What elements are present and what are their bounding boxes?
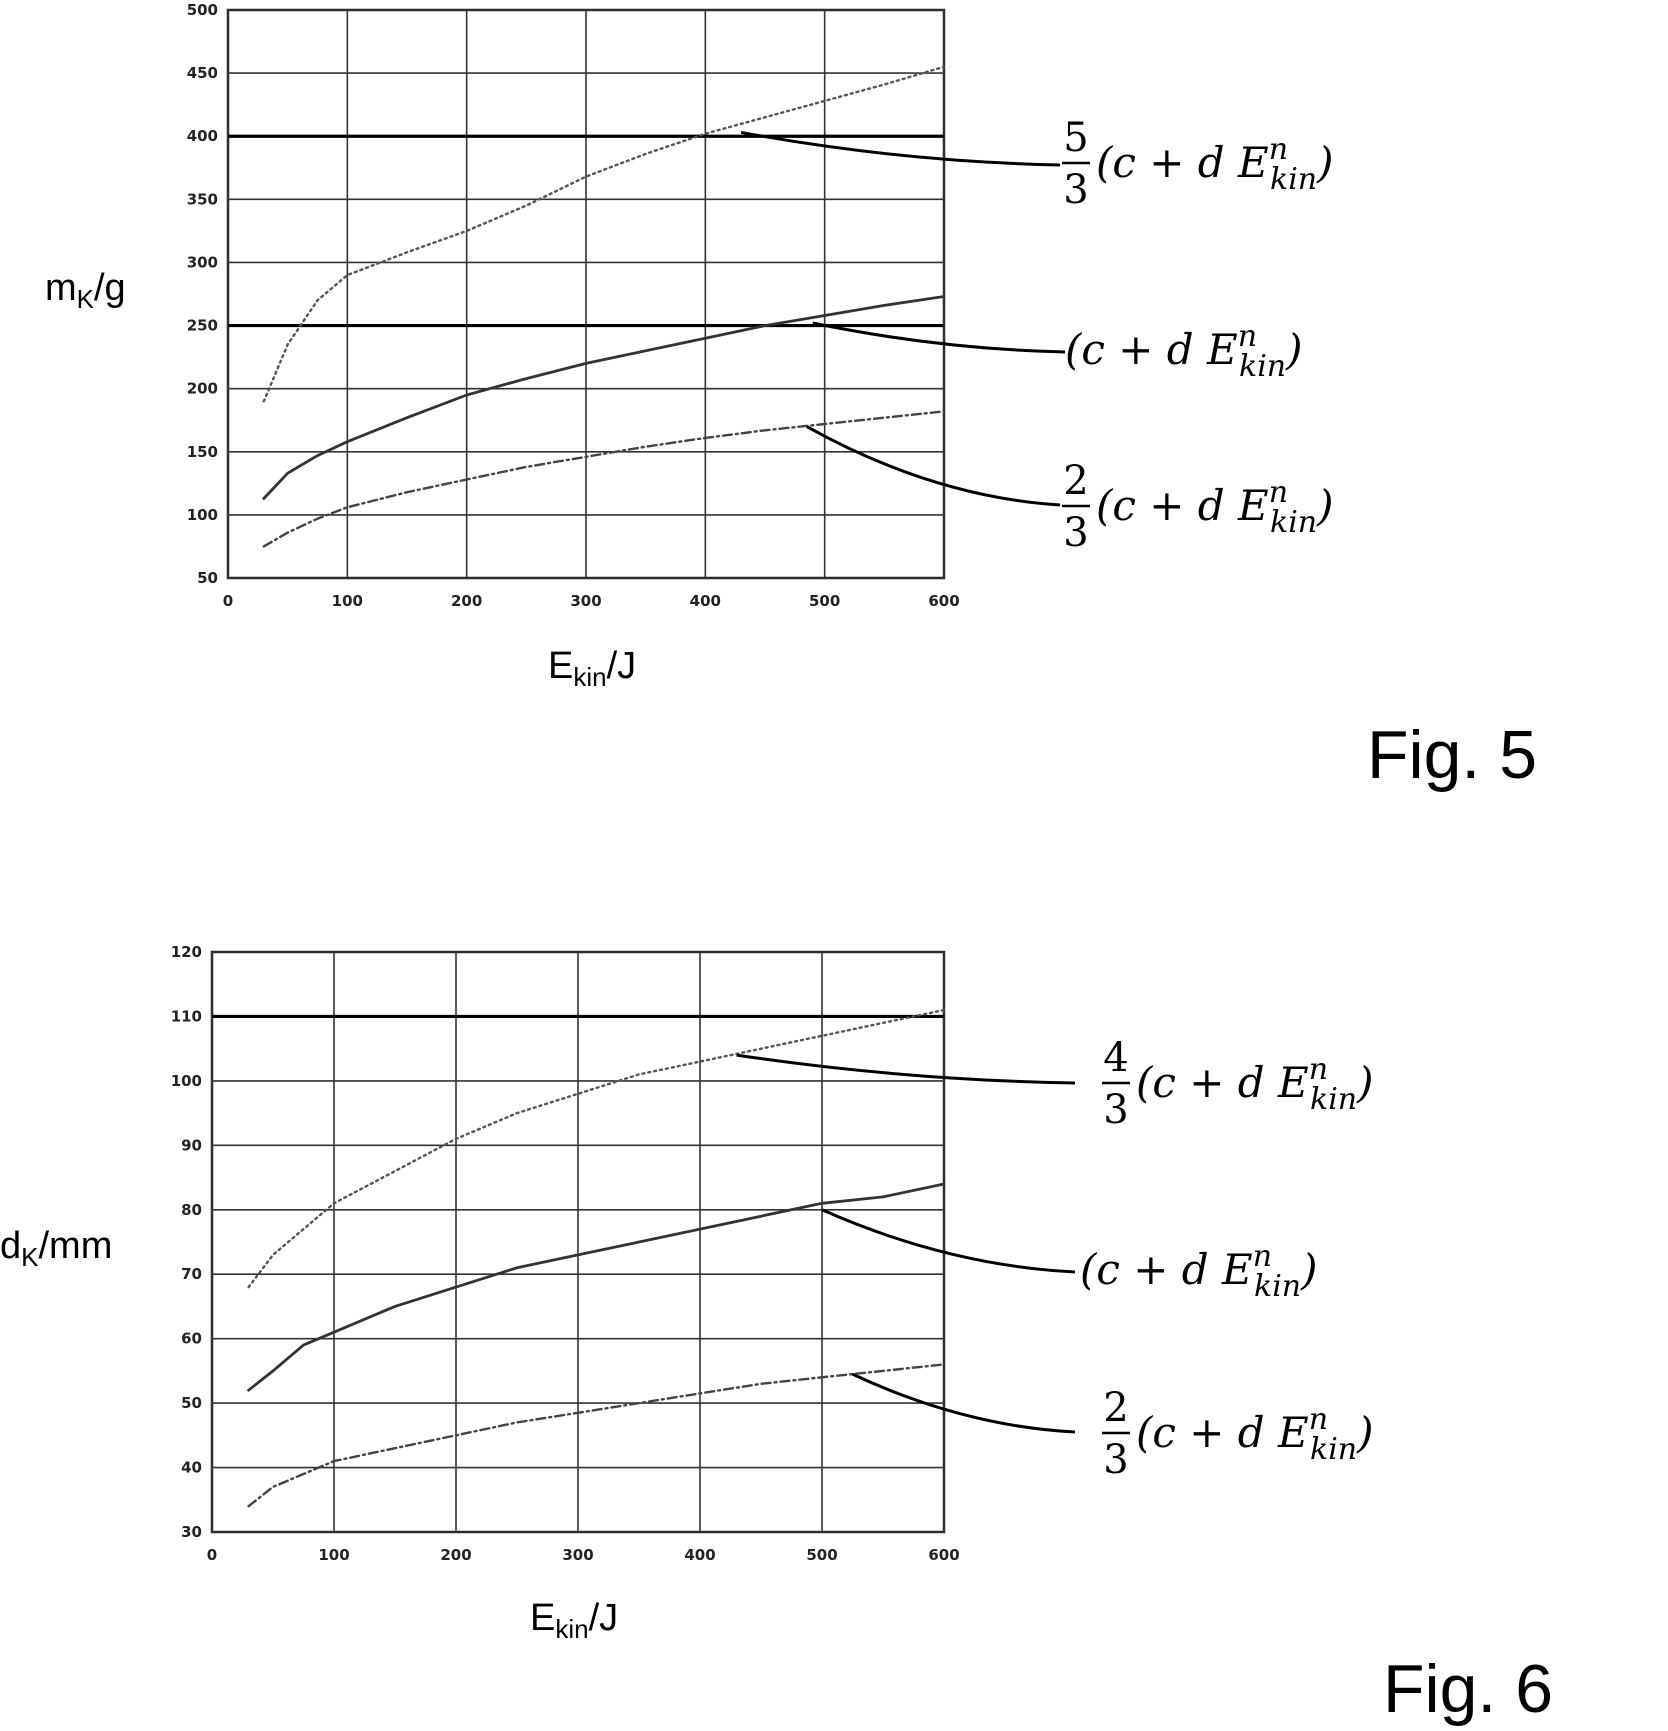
annotation-formula: (c + d En kin) [1136,1402,1374,1467]
x-tick-label: 600 [928,1546,959,1564]
y-tick-label: 120 [171,943,202,961]
annotation-formula: (c + d En kin) [1096,132,1334,197]
y-tick-label: 50 [197,569,218,587]
y-tick-label: 450 [187,64,218,82]
y-tick-label: 500 [187,1,218,19]
annotation-fraction-numerator: 4 [1103,1035,1128,1081]
y-tick-label: 250 [187,317,218,335]
y-tick-label: 80 [181,1201,202,1219]
x-axis-label: Ekin/J [548,645,636,692]
y-tick-label: 60 [181,1330,202,1348]
y-axis-label: dK/mm [0,1225,112,1272]
y-tick-label: 300 [187,253,218,271]
annotation-fraction-denominator: 3 [1063,167,1088,213]
annotation-fraction-numerator: 5 [1063,115,1088,161]
series-line-dash-dot [262,410,946,548]
y-tick-label: 350 [187,190,218,208]
series-line-dash-dot [247,1363,946,1508]
annotation-leader-line [806,425,1061,507]
x-tick-label: 400 [690,592,721,610]
series-line-dotted [247,1008,946,1289]
annotation-leader-line [812,321,1066,354]
series-line-solid [247,1182,946,1392]
annotation-fraction-denominator: 3 [1103,1087,1128,1133]
y-tick-label: 70 [181,1265,202,1283]
annotation-leader-line [740,130,1061,167]
x-axis-label: Ekin/J [530,1597,618,1644]
fig6-chart: 0 100 200 300 400 500 600 30 40 50 60 70 80 90 100 110 1… [0,943,1553,1727]
x-tick-label: 0 [207,1546,217,1564]
y-tick-label: 200 [187,380,218,398]
annotation-formula: (c + d En kin) [1136,1052,1374,1117]
y-tick-label: 30 [181,1523,202,1541]
y-tick-label: 110 [171,1007,202,1025]
y-tick-label: 150 [187,443,218,461]
x-tick-label: 300 [562,1546,593,1564]
annotation-leader-line [851,1372,1076,1434]
x-tick-label: 600 [928,592,959,610]
y-tick-label: 400 [187,127,218,145]
x-tick-label: 100 [318,1546,349,1564]
x-tick-label: 300 [570,592,601,610]
y-tick-label: 90 [181,1136,202,1154]
x-tick-label: 500 [809,592,840,610]
y-axis-label: mK/g [45,267,126,314]
y-tick-label: 100 [187,506,218,524]
y-tick-label: 40 [181,1459,202,1477]
x-tick-label: 500 [806,1546,837,1564]
annotation-fraction-denominator: 3 [1063,510,1088,556]
y-tick-label: 100 [171,1072,202,1090]
annotation-formula: (c + d En kin) [1065,319,1303,384]
annotation-leader-line [736,1053,1076,1085]
annotation-leader-line [821,1208,1076,1274]
series-line-dotted [262,65,946,403]
x-tick-label: 400 [684,1546,715,1564]
y-tick-label: 50 [181,1394,202,1412]
figure-label: Fig. 6 [1383,1651,1553,1727]
x-tick-label: 200 [440,1546,471,1564]
series-line-solid [262,295,946,500]
annotation-fraction-numerator: 2 [1103,1385,1128,1431]
annotation-fraction-denominator: 3 [1103,1437,1128,1483]
x-tick-label: 200 [451,592,482,610]
x-tick-label: 100 [332,592,363,610]
fig5-chart: 0 100 200 300 400 500 600 50 100 150 200 250 300 350 4… [45,1,1537,793]
x-tick-label: 0 [223,592,233,610]
annotation-formula: (c + d En kin) [1096,475,1334,540]
annotation-fraction-numerator: 2 [1063,458,1088,504]
figure-label: Fig. 5 [1367,717,1537,793]
annotation-formula: (c + d En kin) [1080,1239,1318,1304]
